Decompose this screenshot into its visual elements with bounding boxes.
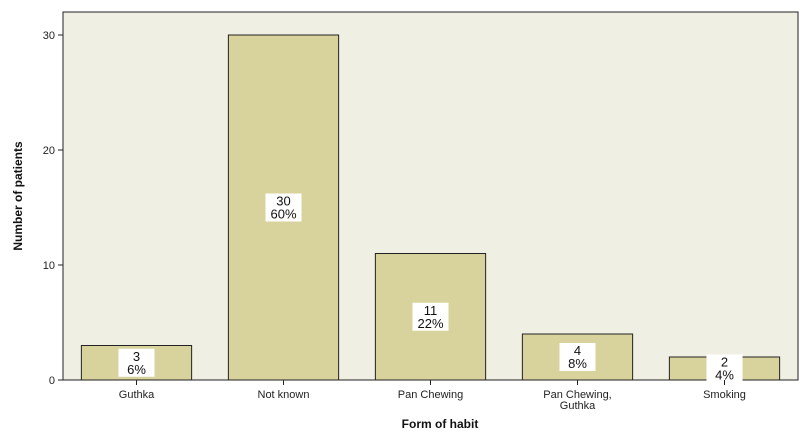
data-label-box xyxy=(265,193,302,222)
data-label-percent: 22% xyxy=(417,316,443,331)
x-tick-label: Guthka xyxy=(119,389,155,401)
y-axis-title: Number of patients xyxy=(11,141,25,251)
y-tick-label: 30 xyxy=(43,30,55,42)
data-label-box xyxy=(118,348,155,377)
data-label-percent: 4% xyxy=(715,368,734,383)
x-tick-label: Not known xyxy=(258,389,310,401)
x-axis-title: Form of habit xyxy=(402,417,479,431)
x-tick-label: Smoking xyxy=(703,389,746,401)
x-tick-label: Guthka xyxy=(560,400,596,412)
data-label-percent: 8% xyxy=(568,356,587,371)
data-label-percent: 60% xyxy=(270,207,296,222)
data-label-percent: 6% xyxy=(127,362,146,377)
data-label: 2 xyxy=(721,355,728,370)
data-label-box xyxy=(559,343,596,371)
x-tick-label: Pan Chewing xyxy=(398,389,463,401)
data-label: 11 xyxy=(424,303,438,318)
y-tick-label: 20 xyxy=(43,145,55,157)
y-tick-label: 0 xyxy=(49,375,55,387)
data-label: 30 xyxy=(276,194,290,209)
data-label: 3 xyxy=(133,349,140,364)
data-label-box xyxy=(706,354,743,383)
y-ticks: 0 10 20 30 xyxy=(43,30,63,387)
x-tick-label: Pan Chewing, xyxy=(543,389,612,401)
data-label: 4 xyxy=(574,343,581,358)
y-tick-label: 10 xyxy=(43,260,55,272)
x-ticks: Guthka Not known Pan Chewing Pan Chewing,Gu… xyxy=(119,380,746,412)
data-label-box xyxy=(412,302,449,331)
